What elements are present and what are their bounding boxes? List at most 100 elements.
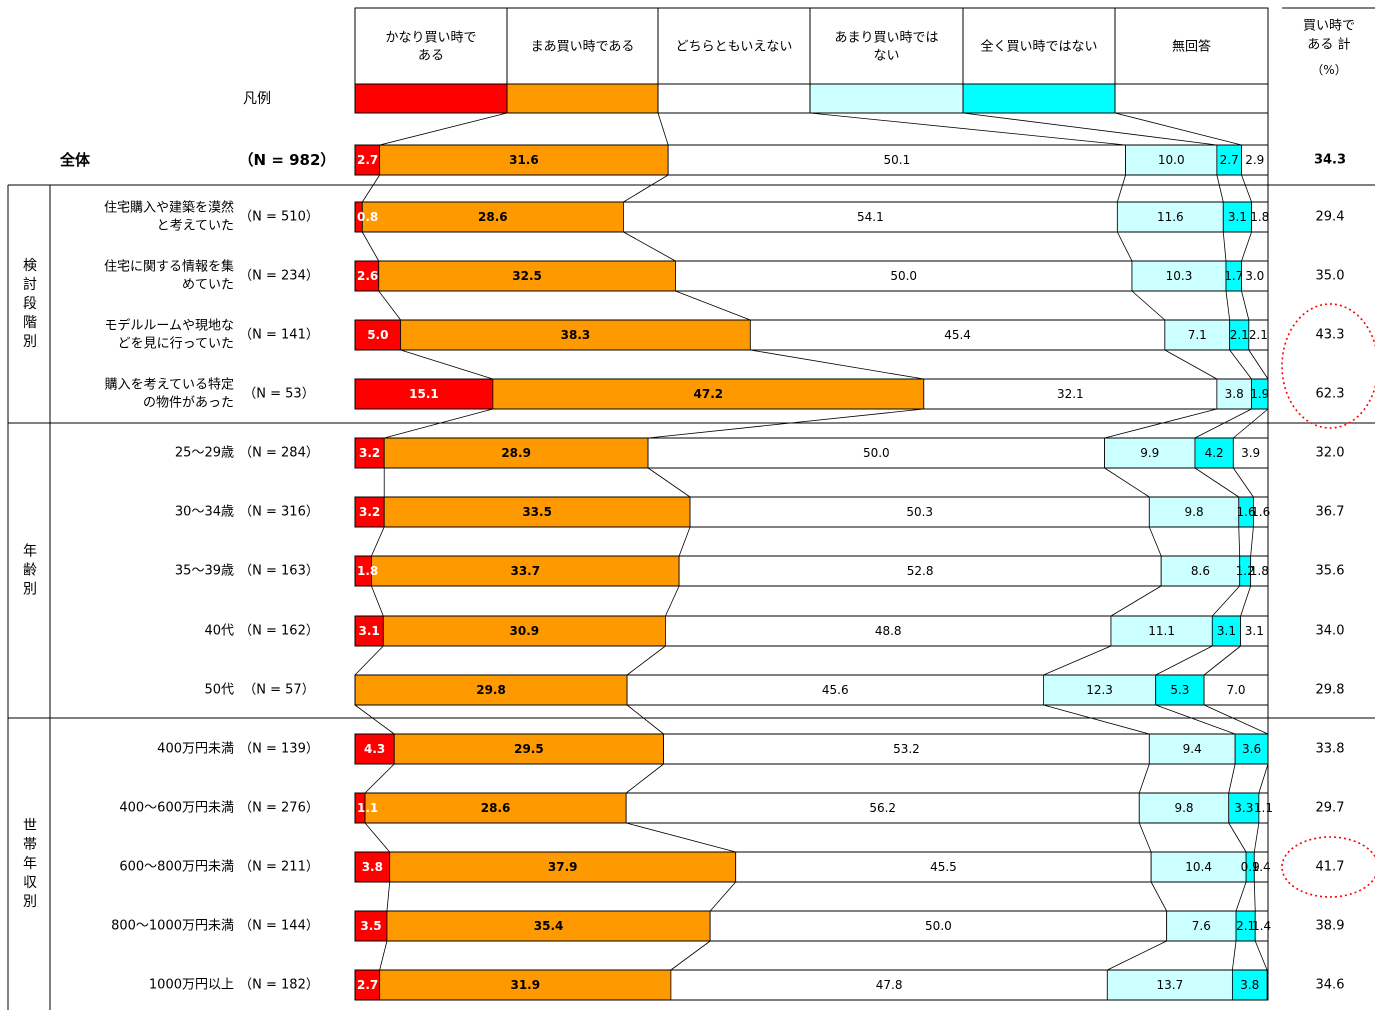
row-n: （N = 982） — [239, 151, 336, 169]
data-label: 3.8 — [1225, 387, 1244, 401]
connector-line — [386, 881, 391, 912]
connector-line — [354, 704, 395, 735]
connector-line — [379, 940, 388, 971]
data-label: 2.9 — [1245, 153, 1264, 167]
data-label: 28.9 — [501, 446, 531, 460]
data-label: 3.1 — [1245, 624, 1264, 638]
row-label: 35～39歳 — [175, 564, 234, 579]
connector-line — [1241, 174, 1252, 203]
data-label: 11.1 — [1148, 624, 1175, 638]
data-label: 32.1 — [1057, 387, 1084, 401]
connector-line — [384, 408, 493, 439]
bar-segment — [378, 260, 676, 292]
connector-line — [1253, 822, 1260, 853]
bar-segment — [379, 969, 672, 1001]
group-label: 齢 — [23, 563, 37, 579]
total-value: 33.8 — [1316, 742, 1345, 757]
total-value: 29.4 — [1316, 210, 1345, 225]
legend-label: ない — [873, 49, 899, 64]
connector-line — [750, 349, 924, 380]
data-label: 1.4 — [1252, 919, 1271, 933]
data-label: 56.2 — [869, 801, 896, 815]
row-label: 400万円未満 — [157, 742, 234, 757]
legend-label: ある — [418, 49, 444, 64]
connector-line — [1232, 467, 1254, 498]
connector-line — [1233, 408, 1269, 439]
connector-line — [647, 467, 691, 498]
data-label: 7.6 — [1192, 919, 1211, 933]
total-value: 35.0 — [1316, 269, 1345, 284]
group-label: 階 — [23, 315, 37, 331]
total-header: ある 計 — [1307, 37, 1350, 53]
data-label: 50.1 — [884, 153, 911, 167]
data-label: 9.4 — [1183, 742, 1202, 756]
connector-line — [354, 645, 384, 676]
data-label: 31.9 — [510, 978, 540, 992]
data-label: 38.3 — [561, 328, 591, 342]
unit-label: （%） — [1311, 63, 1346, 77]
data-label: 4.2 — [1205, 446, 1224, 460]
connector-line — [364, 763, 395, 794]
data-label: 35.4 — [534, 919, 564, 933]
row-n: （N = 182） — [239, 978, 319, 993]
data-label: 1.1 — [357, 801, 378, 815]
bars: 2.7 31.6 50.1 10.0 2.7 2.90.8 28.6 54.1 11.6 3.1 1… — [354, 113, 1273, 1001]
group-label: 年 — [23, 856, 37, 872]
group-label: 世 — [23, 818, 37, 834]
bar-segment — [354, 910, 388, 942]
row-label: 50代 — [204, 683, 234, 698]
data-label: 2.1 — [1249, 328, 1268, 342]
connector-line — [1107, 940, 1167, 971]
connector-line — [1216, 174, 1224, 203]
connector-line — [1131, 290, 1166, 321]
connector-line — [1114, 112, 1242, 146]
connector-line — [809, 112, 1126, 146]
data-label: 3.1 — [1217, 624, 1236, 638]
data-label: 7.0 — [1226, 683, 1245, 697]
connector-line — [648, 408, 924, 439]
data-label: 47.2 — [694, 387, 724, 401]
legend-header-cell — [354, 7, 508, 85]
total-value: 43.3 — [1316, 328, 1345, 343]
connector-line — [1241, 231, 1252, 262]
row-label: 住宅に関する情報を集 — [104, 259, 234, 275]
total-value: 36.7 — [1316, 505, 1345, 520]
connector-line — [1253, 881, 1256, 912]
bar-segment — [663, 733, 1150, 765]
connector-line — [1043, 645, 1112, 676]
connector-line — [1138, 763, 1150, 794]
data-label: 1.8 — [1250, 564, 1269, 578]
connector-lines — [354, 112, 1269, 971]
row-n: （N = 139） — [239, 742, 319, 757]
connector-line — [1194, 467, 1240, 498]
connector-line — [1203, 645, 1241, 676]
connector-line — [1238, 526, 1241, 557]
highlight-circle — [1281, 303, 1375, 429]
row-n: （N = 53） — [243, 387, 314, 402]
connector-line — [1250, 526, 1254, 557]
bar-segment — [354, 969, 381, 1001]
legend-label: 全く買い時ではない — [980, 39, 1097, 55]
connector-line — [379, 112, 508, 146]
data-label: 28.6 — [481, 801, 511, 815]
row-label: モデルルームや現地な — [104, 318, 234, 334]
data-label: 5.3 — [1170, 683, 1189, 697]
connector-line — [1248, 349, 1269, 380]
data-label: 5.0 — [367, 328, 388, 342]
row-label: 全体 — [59, 151, 91, 169]
connector-line — [371, 585, 384, 617]
data-label: 37.9 — [548, 860, 578, 874]
connector-line — [1104, 408, 1217, 439]
group-label: 検 — [23, 258, 37, 274]
bar-segment — [689, 496, 1150, 528]
data-label: 1.4 — [1252, 860, 1271, 874]
group-label: 別 — [23, 582, 37, 598]
total-value: 29.8 — [1316, 683, 1345, 698]
data-label: 3.1 — [1228, 210, 1247, 224]
bar-segment — [386, 910, 711, 942]
total-value: 29.7 — [1316, 801, 1345, 816]
bar-segment — [393, 733, 664, 765]
connector-line — [1203, 704, 1269, 735]
